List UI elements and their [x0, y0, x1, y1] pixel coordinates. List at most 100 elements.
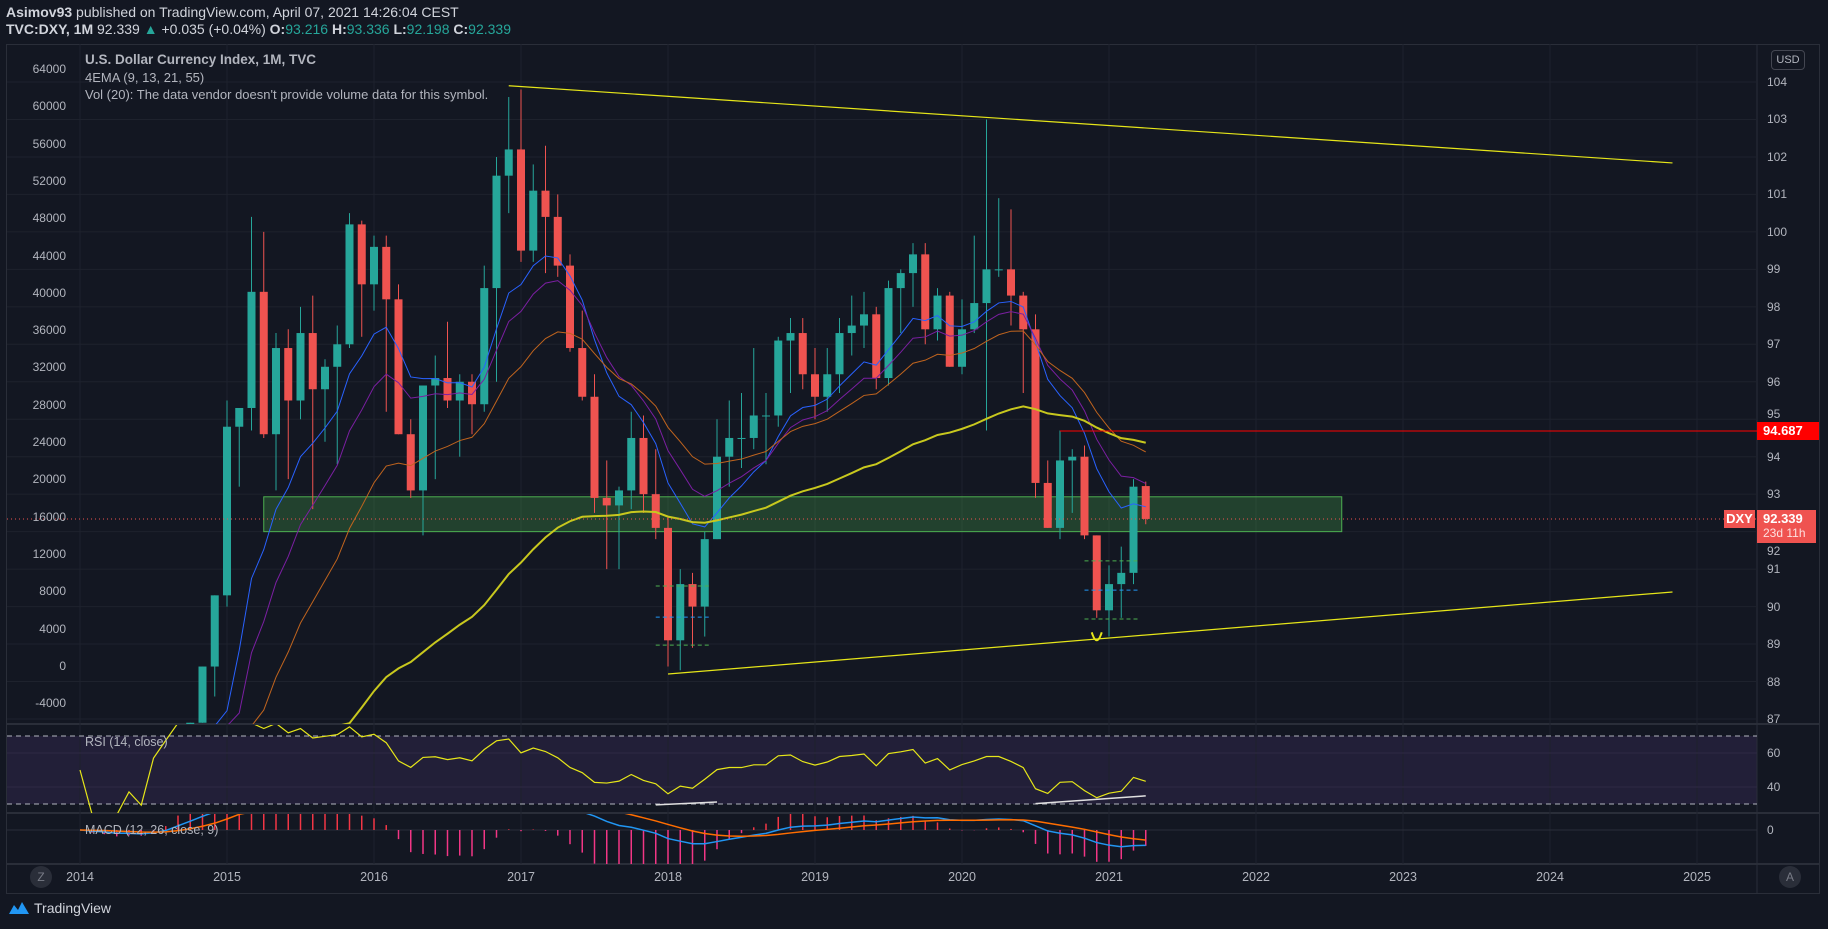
candle-body	[1056, 460, 1064, 528]
candle-body	[443, 378, 452, 401]
candle-body	[602, 497, 611, 506]
candle-body	[847, 325, 856, 334]
candle-body	[1043, 482, 1052, 528]
candle-body	[835, 333, 844, 375]
candle-body	[615, 490, 623, 506]
candle-body	[627, 437, 636, 491]
legend-title: U.S. Dollar Currency Index, 1M, TVC	[85, 52, 317, 67]
candle-body	[186, 722, 195, 724]
candle-body	[578, 348, 587, 397]
candle-body	[982, 269, 991, 304]
candle-body	[431, 378, 440, 386]
candle-body	[651, 494, 660, 528]
volume-axis-label: 44000	[32, 248, 66, 263]
candle-body	[933, 295, 942, 330]
candle-body	[419, 385, 427, 491]
high-label: H:	[331, 21, 347, 37]
price-axis-label: 97	[1767, 337, 1781, 352]
candle-body	[639, 437, 648, 495]
price-axis-label: 101	[1767, 187, 1788, 202]
candle-body	[884, 288, 893, 379]
rsi-legend[interactable]: RSI (14, close)	[85, 735, 168, 749]
last-price: 92.339	[97, 21, 140, 37]
close-label: C:	[453, 21, 469, 37]
candle-body	[357, 224, 366, 285]
time-axis-label: 2017	[507, 870, 535, 884]
time-axis-label: 2022	[1242, 870, 1270, 884]
time-axis-label: 2024	[1536, 870, 1564, 884]
candle-body	[1105, 584, 1113, 611]
level-price-label: 94.687	[1757, 422, 1819, 440]
chart-frame[interactable]	[6, 44, 1820, 894]
candle-body	[504, 149, 513, 176]
price-axis-label: 89	[1767, 637, 1781, 652]
symbol: TVC:DXY, 1M	[6, 21, 94, 37]
price-axis-label: 99	[1767, 262, 1781, 277]
candle-body	[725, 437, 734, 457]
rsi-axis-label: 60	[1767, 746, 1781, 760]
auto-scale-button[interactable]: A	[1779, 866, 1801, 888]
volume-axis-label: 64000	[32, 62, 66, 76]
low-label: L:	[393, 21, 407, 37]
macd-legend[interactable]: MACD (12, 26, close, 9)	[85, 823, 219, 837]
candle-body	[921, 254, 930, 330]
volume-axis-label: 60000	[32, 99, 66, 114]
candle-body	[688, 584, 697, 607]
candle-body	[909, 254, 917, 274]
price-axis-label: 91	[1767, 562, 1781, 577]
rsi-line	[79, 725, 1146, 813]
candle-body	[774, 340, 783, 416]
rsi-trendline	[655, 801, 718, 806]
candle-body	[345, 224, 354, 345]
price-axis-label: 96	[1767, 374, 1781, 389]
price-axis-label: 93	[1767, 487, 1781, 502]
price-axis-label: 95	[1767, 407, 1781, 421]
support-zone	[263, 496, 1343, 533]
tradingview-logo-icon	[9, 902, 29, 914]
volume-axis-label: 36000	[32, 323, 66, 338]
currency-button[interactable]: USD	[1771, 50, 1805, 70]
price-pane	[7, 85, 1757, 724]
trendline	[508, 85, 1673, 164]
ema-21-line	[252, 330, 1146, 724]
tradingview-logo[interactable]: TradingView	[8, 900, 111, 916]
candle-body	[762, 415, 770, 417]
close-value: 92.339	[468, 21, 511, 37]
volume-axis-label: 4000	[39, 621, 66, 636]
candle-body	[382, 246, 391, 300]
symbol-tag: DXY	[1724, 510, 1755, 528]
price-axis-label: 102	[1767, 149, 1788, 164]
time-axis-label: 2021	[1095, 870, 1123, 884]
trendline	[667, 591, 1673, 675]
time-axis-label: 2014	[66, 870, 94, 884]
low-value: 92.198	[406, 21, 450, 37]
candle-body	[198, 666, 207, 723]
macd-signal-line	[79, 814, 1146, 841]
candle-body	[872, 314, 881, 379]
log-scale-button[interactable]: Z	[30, 866, 52, 888]
rsi-band	[7, 736, 1757, 804]
volume-axis-label: 40000	[32, 285, 66, 300]
candle-body	[994, 269, 1003, 271]
volume-axis-label: 32000	[32, 360, 66, 375]
volume-axis-label: 20000	[32, 472, 66, 487]
legend-ema[interactable]: 4EMA (9, 13, 21, 55)	[85, 70, 205, 85]
candle-body	[210, 595, 219, 667]
price-axis-label: 92	[1767, 544, 1781, 558]
candle-body	[223, 426, 231, 596]
candle-body	[970, 303, 979, 330]
candle-body	[896, 273, 905, 289]
price-axis-label: 90	[1767, 599, 1781, 614]
candle-body	[553, 216, 562, 266]
candle-body	[235, 407, 244, 427]
open-label: O:	[269, 21, 286, 37]
price-axis-label: 94	[1767, 449, 1781, 464]
candle-body	[676, 584, 685, 641]
candle-body	[517, 149, 525, 251]
volume-axis-label: 12000	[32, 546, 66, 561]
price-axis-label: 103	[1767, 112, 1788, 127]
legend-volume[interactable]: Vol (20): The data vendor doesn't provid…	[85, 87, 489, 102]
candle-body	[798, 333, 807, 375]
volume-axis-label: 24000	[32, 435, 66, 449]
